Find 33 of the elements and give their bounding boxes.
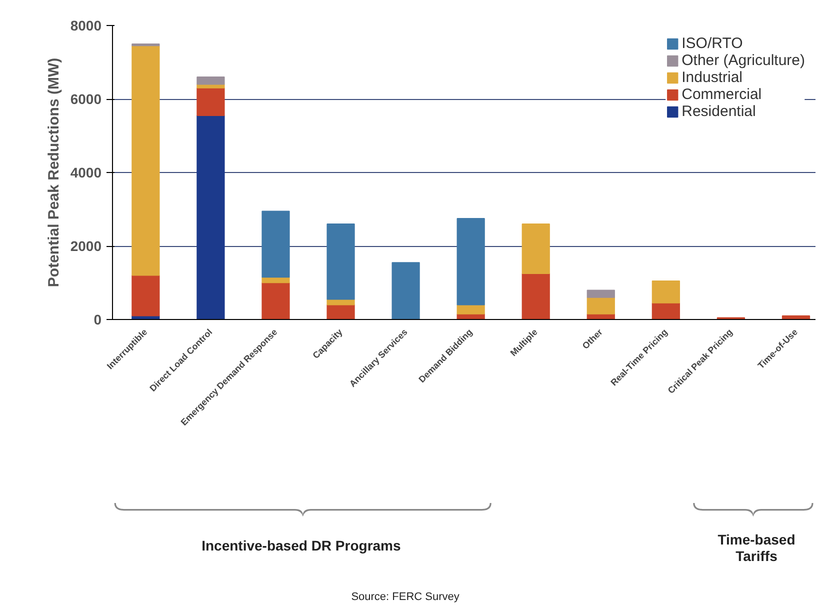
bar: [522, 224, 550, 274]
bar: [652, 302, 680, 320]
y-tick-label: 0: [94, 312, 102, 328]
bar: [652, 280, 680, 304]
bar: [262, 282, 290, 320]
y-tick-label: 6000: [70, 91, 102, 107]
y-tick-label: 2000: [70, 238, 102, 254]
bar: [522, 273, 550, 320]
source-note: Source: FERC Survey: [351, 590, 460, 603]
bar: [196, 115, 225, 320]
legend-label: ISO/RTO: [682, 35, 743, 52]
bar: [132, 275, 160, 316]
bar: [196, 88, 225, 116]
text: Time-based Tariffs: [718, 532, 796, 564]
bar: [456, 304, 485, 314]
bar: [326, 224, 355, 300]
bar: [132, 45, 160, 276]
bar: [586, 290, 615, 298]
legend-label: Industrial: [682, 69, 742, 86]
y-tick-label: 8000: [70, 18, 102, 34]
y-tick-label: 4000: [70, 164, 102, 180]
bar: [586, 297, 615, 314]
bar: [196, 76, 225, 85]
bar: [326, 304, 355, 320]
legend-label: Commercial: [682, 86, 762, 103]
text: Incentive-based DR Programs: [202, 538, 401, 554]
y-axis-title: Potential Peak Reductions (MW): [45, 58, 62, 288]
bar: [196, 84, 225, 88]
bar: [456, 218, 485, 306]
legend-label: Other (Agriculture): [682, 52, 805, 69]
legend-label: Residential: [682, 103, 756, 120]
bar: [392, 262, 420, 320]
bar: [262, 210, 290, 278]
